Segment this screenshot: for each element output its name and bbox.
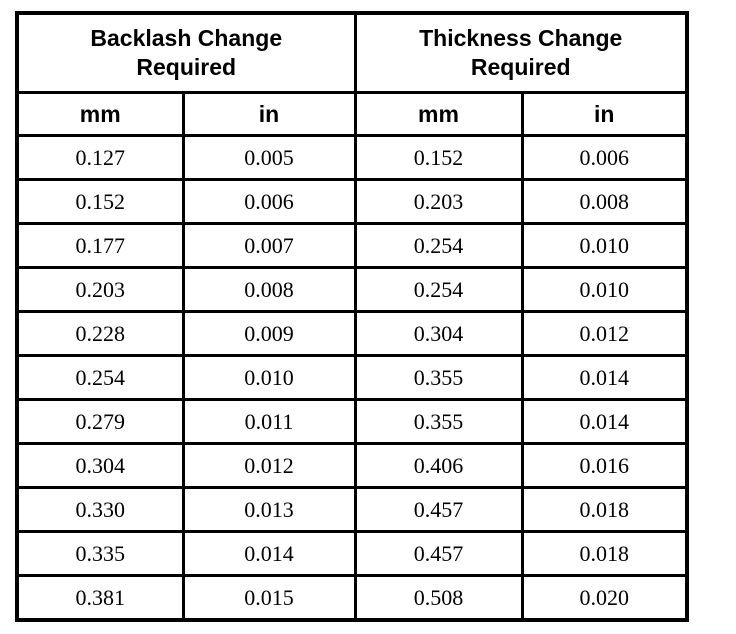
table-cell: 0.177 xyxy=(15,222,185,269)
table-cell: 0.254 xyxy=(353,266,524,313)
sub-header-backlash-mm: mm xyxy=(15,91,185,137)
backlash-thickness-conversion-table: Backlash Change Required Thickness Chang… xyxy=(15,11,689,622)
table-cell: 0.012 xyxy=(181,442,357,489)
table-row: 0.335 0.014 0.457 0.018 xyxy=(15,530,689,577)
table-cell: 0.010 xyxy=(181,354,357,401)
table-cell: 0.127 xyxy=(15,134,185,181)
table-cell: 0.203 xyxy=(353,178,524,225)
table-cell: 0.203 xyxy=(15,266,185,313)
table-header: Backlash Change Required Thickness Chang… xyxy=(15,11,689,137)
table-row: 0.228 0.009 0.304 0.012 xyxy=(15,310,689,357)
table-cell: 0.015 xyxy=(181,574,357,622)
table-cell: 0.254 xyxy=(353,222,524,269)
sub-header-thickness-mm: mm xyxy=(353,91,524,137)
sub-header-row: mm in mm in xyxy=(15,91,689,137)
table-cell: 0.335 xyxy=(15,530,185,577)
table-cell: 0.007 xyxy=(181,222,357,269)
group-header-backlash-label: Backlash Change Required xyxy=(90,25,283,80)
table-cell: 0.304 xyxy=(15,442,185,489)
table-cell: 0.355 xyxy=(353,354,524,401)
table-cell: 0.011 xyxy=(181,398,357,445)
table-cell: 0.508 xyxy=(353,574,524,622)
group-header-row: Backlash Change Required Thickness Chang… xyxy=(15,11,689,94)
group-header-thickness-label: Thickness Change Required xyxy=(419,25,623,80)
table-row: 0.254 0.010 0.355 0.014 xyxy=(15,354,689,401)
table-cell: 0.254 xyxy=(15,354,185,401)
table-cell: 0.406 xyxy=(353,442,524,489)
table-cell: 0.008 xyxy=(520,178,689,225)
table-row: 0.279 0.011 0.355 0.014 xyxy=(15,398,689,445)
table-row: 0.330 0.013 0.457 0.018 xyxy=(15,486,689,533)
table-cell: 0.018 xyxy=(520,530,689,577)
table-cell: 0.279 xyxy=(15,398,185,445)
table-cell: 0.152 xyxy=(15,178,185,225)
table-cell: 0.006 xyxy=(520,134,689,181)
table-cell: 0.304 xyxy=(353,310,524,357)
table-cell: 0.012 xyxy=(520,310,689,357)
table-cell: 0.457 xyxy=(353,486,524,533)
table-cell: 0.355 xyxy=(353,398,524,445)
table-cell: 0.013 xyxy=(181,486,357,533)
table-cell: 0.457 xyxy=(353,530,524,577)
table-cell: 0.010 xyxy=(520,266,689,313)
table-cell: 0.008 xyxy=(181,266,357,313)
table-cell: 0.020 xyxy=(520,574,689,622)
sub-header-thickness-in: in xyxy=(520,91,689,137)
table-row: 0.177 0.007 0.254 0.010 xyxy=(15,222,689,269)
group-header-thickness: Thickness Change Required xyxy=(353,11,689,94)
table-cell: 0.228 xyxy=(15,310,185,357)
sub-header-backlash-in: in xyxy=(181,91,357,137)
table-body: 0.127 0.005 0.152 0.006 0.152 0.006 0.203 0.008… xyxy=(15,134,689,622)
table-cell: 0.009 xyxy=(181,310,357,357)
table-row: 0.152 0.006 0.203 0.008 xyxy=(15,178,689,225)
table-cell: 0.381 xyxy=(15,574,185,622)
table-row: 0.304 0.012 0.406 0.016 xyxy=(15,442,689,489)
table-cell: 0.330 xyxy=(15,486,185,533)
table-row: 0.203 0.008 0.254 0.010 xyxy=(15,266,689,313)
table-row: 0.127 0.005 0.152 0.006 xyxy=(15,134,689,181)
table-cell: 0.006 xyxy=(181,178,357,225)
table-cell: 0.018 xyxy=(520,486,689,533)
table-cell: 0.014 xyxy=(181,530,357,577)
table-cell: 0.005 xyxy=(181,134,357,181)
table-row: 0.381 0.015 0.508 0.020 xyxy=(15,574,689,622)
table-cell: 0.016 xyxy=(520,442,689,489)
table-cell: 0.014 xyxy=(520,398,689,445)
table-cell: 0.010 xyxy=(520,222,689,269)
group-header-backlash: Backlash Change Required xyxy=(15,11,357,94)
table-cell: 0.152 xyxy=(353,134,524,181)
table-cell: 0.014 xyxy=(520,354,689,401)
